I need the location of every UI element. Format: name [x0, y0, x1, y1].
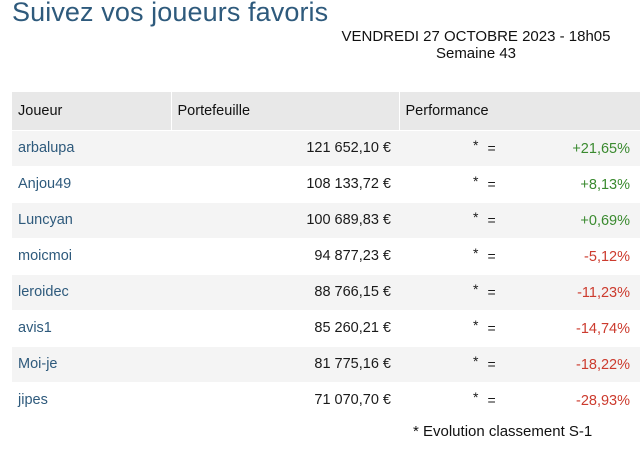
- player-name-link[interactable]: Luncyan: [12, 201, 171, 238]
- performance-cell: * = -14,74%: [399, 309, 640, 346]
- performance-cell: * = -28,93%: [399, 381, 640, 418]
- performance-percent: -18,22%: [575, 356, 630, 373]
- player-name-link[interactable]: avis1: [12, 309, 171, 346]
- asterisk-marker: *: [473, 244, 479, 261]
- player-name-link[interactable]: leroidec: [12, 273, 171, 310]
- wallet-value: 94 877,23 €: [171, 237, 399, 274]
- rank-evolution: * =: [473, 136, 496, 156]
- evolution-value: =: [487, 247, 496, 264]
- rank-evolution: * =: [473, 208, 496, 228]
- wallet-value: 88 766,15 €: [171, 273, 399, 310]
- evolution-value: =: [487, 319, 496, 336]
- evolution-value: =: [487, 211, 496, 228]
- column-header-performance[interactable]: Performance: [399, 92, 640, 130]
- wallet-value: 71 070,70 €: [171, 381, 399, 418]
- rank-evolution: * =: [473, 352, 496, 372]
- performance-percent: -28,93%: [575, 392, 630, 409]
- asterisk-marker: *: [473, 208, 479, 225]
- asterisk-marker: *: [473, 316, 479, 333]
- evolution-value: =: [487, 175, 496, 192]
- evolution-value: =: [487, 139, 496, 156]
- asterisk-marker: *: [473, 136, 479, 153]
- performance-cell: * = +21,65%: [399, 129, 640, 166]
- players-table: Joueur Portefeuille Performance arbalupa…: [12, 92, 640, 418]
- asterisk-marker: *: [473, 280, 479, 297]
- rank-evolution: * =: [473, 316, 496, 336]
- performance-percent: -5,12%: [584, 248, 630, 265]
- table-row[interactable]: avis1 85 260,21 € * = -14,74%: [12, 309, 640, 346]
- table-row[interactable]: arbalupa 121 652,10 € * = +21,65%: [12, 129, 640, 166]
- date-label: VENDREDI 27 OCTOBRE 2023 - 18h05: [341, 28, 611, 45]
- performance-cell: * = -5,12%: [399, 237, 640, 274]
- table-row[interactable]: leroidec 88 766,15 € * = -11,23%: [12, 273, 640, 310]
- performance-percent: -11,23%: [577, 284, 630, 301]
- performance-cell: * = +8,13%: [399, 165, 640, 202]
- column-header-player[interactable]: Joueur: [12, 92, 172, 130]
- table-row[interactable]: jipes 71 070,70 € * = -28,93%: [12, 381, 640, 418]
- performance-percent: +0,69%: [580, 212, 630, 229]
- wallet-value: 121 652,10 €: [171, 129, 399, 166]
- asterisk-marker: *: [473, 352, 479, 369]
- week-label: Semaine 43: [435, 45, 517, 62]
- player-name-link[interactable]: jipes: [12, 381, 171, 418]
- performance-cell: * = -18,22%: [399, 345, 640, 382]
- wallet-value: 85 260,21 €: [171, 309, 399, 346]
- performance-percent: +8,13%: [580, 176, 630, 193]
- performance-percent: -14,74%: [575, 320, 630, 337]
- performance-cell: * = -11,23%: [399, 273, 640, 310]
- table-body: arbalupa 121 652,10 € * = +21,65% Anjou49 108 …: [12, 129, 640, 418]
- rank-evolution: * =: [473, 244, 496, 264]
- page-title: Suivez vos joueurs favoris: [12, 0, 329, 27]
- table-row[interactable]: Anjou49 108 133,72 € * = +8,13%: [12, 165, 640, 202]
- player-name-link[interactable]: Moi-je: [12, 345, 171, 382]
- player-name-link[interactable]: arbalupa: [12, 129, 171, 166]
- asterisk-marker: *: [473, 388, 479, 405]
- evolution-value: =: [487, 391, 496, 408]
- table-row[interactable]: moicmoi 94 877,23 € * = -5,12%: [12, 237, 640, 274]
- rank-evolution: * =: [473, 172, 496, 192]
- wallet-value: 100 689,83 €: [171, 201, 399, 238]
- performance-cell: * = +0,69%: [399, 201, 640, 238]
- performance-percent: +21,65%: [572, 140, 630, 157]
- rank-evolution: * =: [473, 280, 496, 300]
- rank-evolution: * =: [473, 388, 496, 408]
- evolution-value: =: [487, 283, 496, 300]
- table-row[interactable]: Luncyan 100 689,83 € * = +0,69%: [12, 201, 640, 238]
- player-name-link[interactable]: Anjou49: [12, 165, 171, 202]
- wallet-value: 108 133,72 €: [171, 165, 399, 202]
- wallet-value: 81 775,16 €: [171, 345, 399, 382]
- evolution-value: =: [487, 355, 496, 372]
- column-header-wallet[interactable]: Portefeuille: [171, 92, 400, 130]
- table-row[interactable]: Moi-je 81 775,16 € * = -18,22%: [12, 345, 640, 382]
- asterisk-marker: *: [473, 172, 479, 189]
- footnote: * Evolution classement S-1: [413, 423, 593, 440]
- player-name-link[interactable]: moicmoi: [12, 237, 171, 274]
- table-header-row: Joueur Portefeuille Performance: [12, 92, 640, 130]
